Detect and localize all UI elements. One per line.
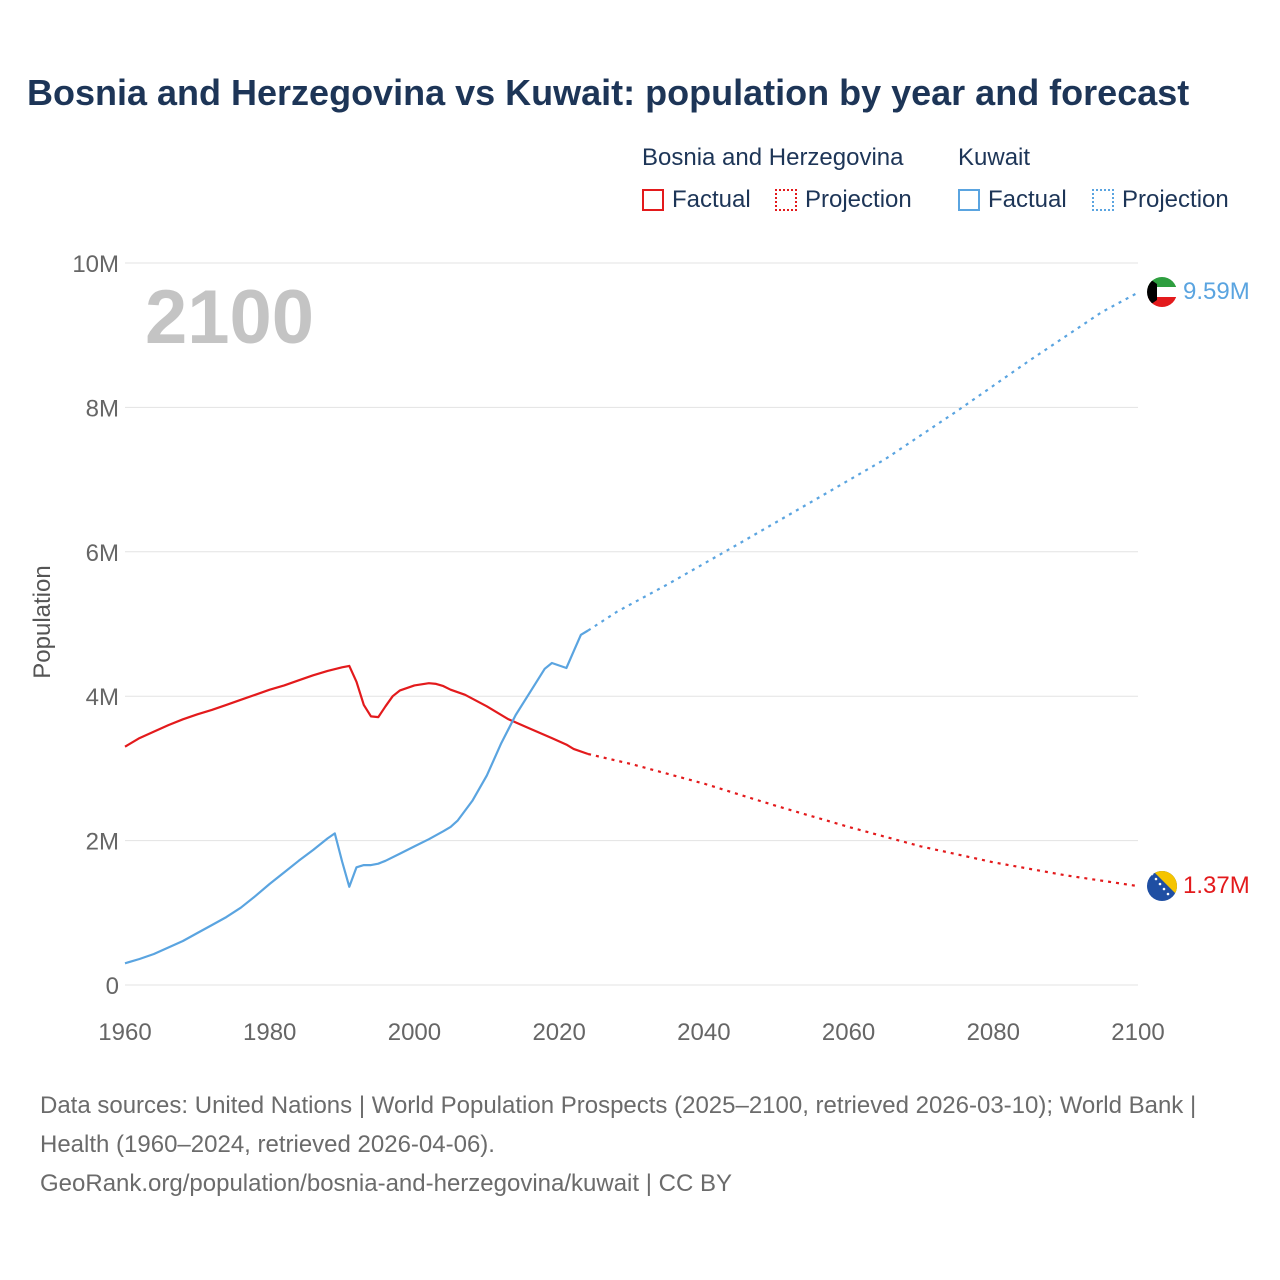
legend-group-bosnia: Bosnia and Herzegovina bbox=[642, 144, 904, 171]
series-line-kuwait-factual[interactable] bbox=[124, 629, 589, 965]
y-tick-label: 2M bbox=[86, 829, 119, 856]
legend-label: Factual bbox=[988, 186, 1067, 213]
line-chart: 0 2M 4M 6M 8M 10M 1960 1980 2000 2020 2040 2060 208… bbox=[29, 251, 1250, 1046]
year-watermark: 2100 bbox=[145, 275, 314, 360]
x-tick-label: 2000 bbox=[388, 1019, 441, 1046]
grid-lines bbox=[125, 262, 1138, 986]
series-line-bosnia-and-herzegovina-factual[interactable] bbox=[124, 664, 589, 756]
x-tick-label: 2100 bbox=[1111, 1019, 1164, 1046]
kuwait-flag-icon bbox=[1147, 277, 1177, 307]
end-label-kuwait: 9.59M bbox=[1183, 278, 1250, 305]
legend-swatch-dotted bbox=[775, 189, 797, 211]
x-tick-label: 2060 bbox=[822, 1019, 875, 1046]
x-tick-label: 2080 bbox=[967, 1019, 1020, 1046]
legend-group-kuwait: Kuwait bbox=[958, 144, 1031, 171]
legend-label: Projection bbox=[805, 186, 912, 213]
chart-title: Bosnia and Herzegovina vs Kuwait: popula… bbox=[27, 72, 1190, 113]
series-lines bbox=[124, 291, 1139, 965]
y-tick-label: 0 bbox=[106, 973, 119, 1000]
source-link[interactable]: GeoRank.org/population/bosnia-and-herzeg… bbox=[40, 1170, 732, 1197]
y-tick-label: 4M bbox=[86, 684, 119, 711]
end-label-bosnia: 1.37M bbox=[1183, 872, 1250, 899]
legend-swatch-solid bbox=[958, 189, 980, 211]
x-axis-ticks: 1960 1980 2000 2020 2040 2060 2080 2100 bbox=[98, 1019, 1164, 1046]
legend-item-bosnia-factual[interactable]: Factual bbox=[642, 186, 751, 214]
x-tick-label: 1980 bbox=[243, 1019, 296, 1046]
data-sources: Data sources: United Nations | World Pop… bbox=[40, 1092, 1197, 1158]
legend-label: Factual bbox=[672, 186, 751, 213]
y-tick-label: 10M bbox=[72, 251, 119, 278]
y-axis-ticks: 0 2M 4M 6M 8M 10M bbox=[72, 251, 119, 1000]
series-line-kuwait-projection[interactable] bbox=[587, 291, 1139, 632]
y-tick-label: 6M bbox=[86, 540, 119, 567]
x-tick-label: 2040 bbox=[677, 1019, 730, 1046]
legend-swatch-solid bbox=[642, 189, 664, 211]
legend-label: Projection bbox=[1122, 186, 1229, 213]
legend-swatch-dotted bbox=[1092, 189, 1114, 211]
legend-item-bosnia-projection[interactable]: Projection bbox=[775, 186, 912, 214]
series-line-bosnia-and-herzegovina-projection[interactable] bbox=[587, 752, 1139, 888]
legend-item-kuwait-projection[interactable]: Projection bbox=[1092, 186, 1229, 214]
bosnia-flag-icon bbox=[1147, 871, 1177, 901]
x-tick-label: 2020 bbox=[532, 1019, 585, 1046]
legend-item-kuwait-factual[interactable]: Factual bbox=[958, 186, 1067, 214]
y-axis-label: Population bbox=[29, 565, 56, 678]
x-tick-label: 1960 bbox=[98, 1019, 151, 1046]
footer: Data sources: United Nations | World Pop… bbox=[40, 1086, 1240, 1203]
y-tick-label: 8M bbox=[86, 395, 119, 422]
